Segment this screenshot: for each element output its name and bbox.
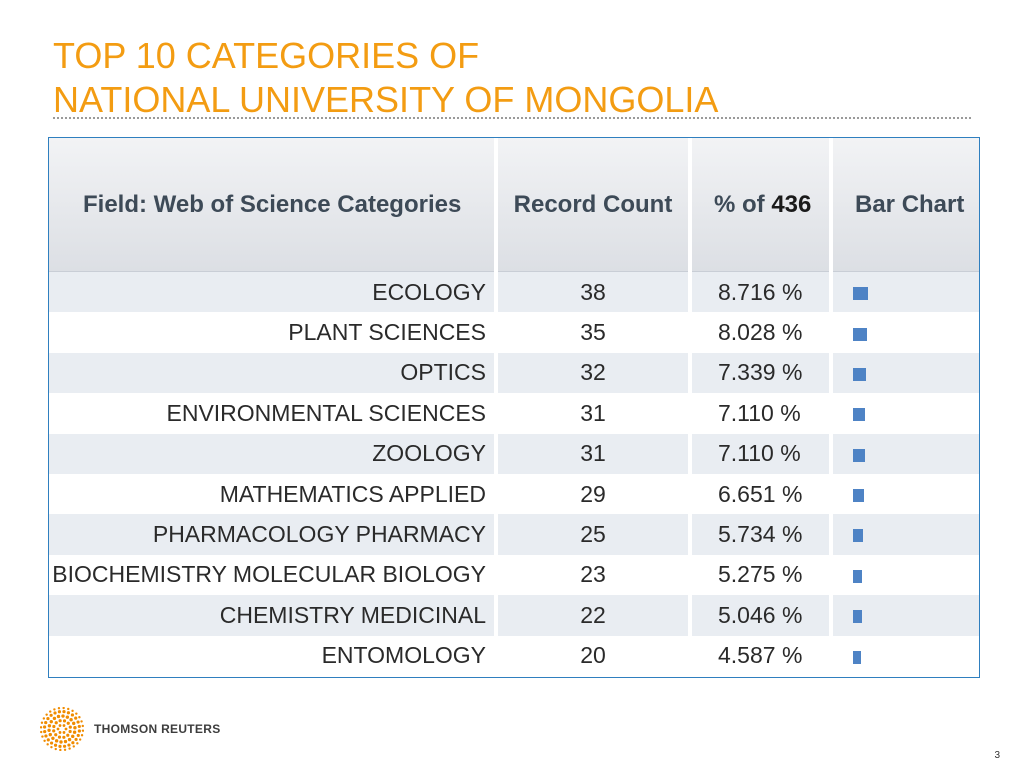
header-record-count[interactable]: Record Count bbox=[496, 138, 692, 272]
category-name[interactable]: MATHEMATICS APPLIED bbox=[49, 473, 498, 515]
table-row[interactable]: MATHEMATICS APPLIED 29 6.651 % bbox=[49, 473, 979, 515]
bar-mark bbox=[853, 650, 861, 664]
category-name[interactable]: PLANT SCIENCES bbox=[49, 312, 498, 353]
header-percent-prefix: % of bbox=[714, 190, 772, 218]
category-name[interactable]: PHARMACOLOGY PHARMACY bbox=[49, 514, 498, 555]
table-row[interactable]: BIOCHEMISTRY MOLECULAR BIOLOGY 23 5.275 % bbox=[49, 554, 979, 596]
bar-cell bbox=[831, 312, 979, 353]
table-body: ECOLOGY 38 8.716 % PLANT SCIENCES 35 8.028 % O… bbox=[49, 271, 979, 676]
percent-value: 4.587 % bbox=[690, 635, 833, 676]
bar-mark bbox=[853, 529, 863, 543]
slide-title-line-2: NATIONAL UNIVERSITY OF MONGOLIA bbox=[53, 79, 719, 120]
table-row[interactable]: ENVIRONMENTAL SCIENCES 31 7.110 % bbox=[49, 393, 979, 434]
bar-cell bbox=[831, 554, 979, 596]
page-number: 3 bbox=[994, 750, 1000, 761]
category-name[interactable]: BIOCHEMISTRY MOLECULAR BIOLOGY bbox=[49, 554, 498, 596]
bar-mark bbox=[853, 287, 868, 301]
percent-value: 7.110 % bbox=[690, 433, 833, 474]
percent-value: 6.651 % bbox=[690, 473, 833, 515]
record-count: 23 bbox=[496, 554, 692, 596]
percent-value: 8.716 % bbox=[690, 271, 833, 313]
table-row[interactable]: PHARMACOLOGY PHARMACY 25 5.734 % bbox=[49, 514, 979, 555]
category-name[interactable]: ECOLOGY bbox=[49, 271, 498, 313]
category-name[interactable]: ENTOMOLOGY bbox=[49, 635, 498, 676]
category-name[interactable]: OPTICS bbox=[49, 352, 498, 394]
record-count: 38 bbox=[496, 271, 692, 313]
bar-mark bbox=[853, 569, 862, 583]
bar-mark bbox=[853, 408, 865, 422]
bar-cell bbox=[831, 393, 979, 434]
slide-title: TOP 10 CATEGORIES OF NATIONAL UNIVERSITY… bbox=[53, 34, 718, 122]
category-name[interactable]: CHEMISTRY MEDICINAL bbox=[49, 595, 498, 636]
header-field[interactable]: Field: Web of Science Categories bbox=[49, 138, 498, 272]
record-count: 29 bbox=[496, 473, 692, 515]
thomson-reuters-dot-sphere-icon bbox=[40, 707, 84, 751]
record-count: 31 bbox=[496, 393, 692, 434]
logo-text: THOMSON REUTERS bbox=[94, 722, 221, 736]
bar-mark bbox=[853, 489, 864, 503]
table-row[interactable]: OPTICS 32 7.339 % bbox=[49, 352, 979, 394]
bar-cell bbox=[831, 595, 979, 636]
category-name[interactable]: ZOOLOGY bbox=[49, 433, 498, 474]
record-count: 31 bbox=[496, 433, 692, 474]
categories-table: Field: Web of Science Categories Record … bbox=[49, 138, 979, 676]
bar-cell bbox=[831, 433, 979, 474]
bar-cell bbox=[831, 635, 979, 676]
percent-value: 5.734 % bbox=[690, 514, 833, 555]
record-count: 20 bbox=[496, 635, 692, 676]
table-row[interactable]: ECOLOGY 38 8.716 % bbox=[49, 271, 979, 313]
bar-mark bbox=[853, 448, 865, 462]
bar-cell bbox=[831, 514, 979, 555]
table-row[interactable]: ZOOLOGY 31 7.110 % bbox=[49, 433, 979, 474]
category-name[interactable]: ENVIRONMENTAL SCIENCES bbox=[49, 393, 498, 434]
record-count: 35 bbox=[496, 312, 692, 353]
record-count: 22 bbox=[496, 595, 692, 636]
table-row[interactable]: ENTOMOLOGY 20 4.587 % bbox=[49, 635, 979, 676]
percent-value: 5.046 % bbox=[690, 595, 833, 636]
percent-value: 7.110 % bbox=[690, 393, 833, 434]
record-count: 32 bbox=[496, 352, 692, 394]
bar-cell bbox=[831, 473, 979, 515]
percent-value: 5.275 % bbox=[690, 554, 833, 596]
slide-title-line-1: TOP 10 CATEGORIES OF bbox=[53, 35, 480, 76]
header-percent[interactable]: % of 436 bbox=[690, 138, 833, 272]
thomson-reuters-logo: THOMSON REUTERS bbox=[40, 707, 230, 751]
percent-value: 7.339 % bbox=[690, 352, 833, 394]
record-count: 25 bbox=[496, 514, 692, 555]
percent-value: 8.028 % bbox=[690, 312, 833, 353]
table-row[interactable]: CHEMISTRY MEDICINAL 22 5.046 % bbox=[49, 595, 979, 636]
table-header-row: Field: Web of Science Categories Record … bbox=[49, 138, 979, 272]
categories-table-frame: Field: Web of Science Categories Record … bbox=[48, 137, 980, 678]
bar-mark bbox=[853, 327, 867, 341]
bar-cell bbox=[831, 352, 979, 394]
title-divider bbox=[53, 117, 971, 119]
header-percent-total: 436 bbox=[771, 190, 812, 218]
bar-cell bbox=[831, 271, 979, 313]
bar-mark bbox=[853, 367, 866, 381]
header-bar-chart: Bar Chart bbox=[831, 138, 979, 272]
bar-mark bbox=[853, 610, 862, 624]
table-row[interactable]: PLANT SCIENCES 35 8.028 % bbox=[49, 312, 979, 353]
